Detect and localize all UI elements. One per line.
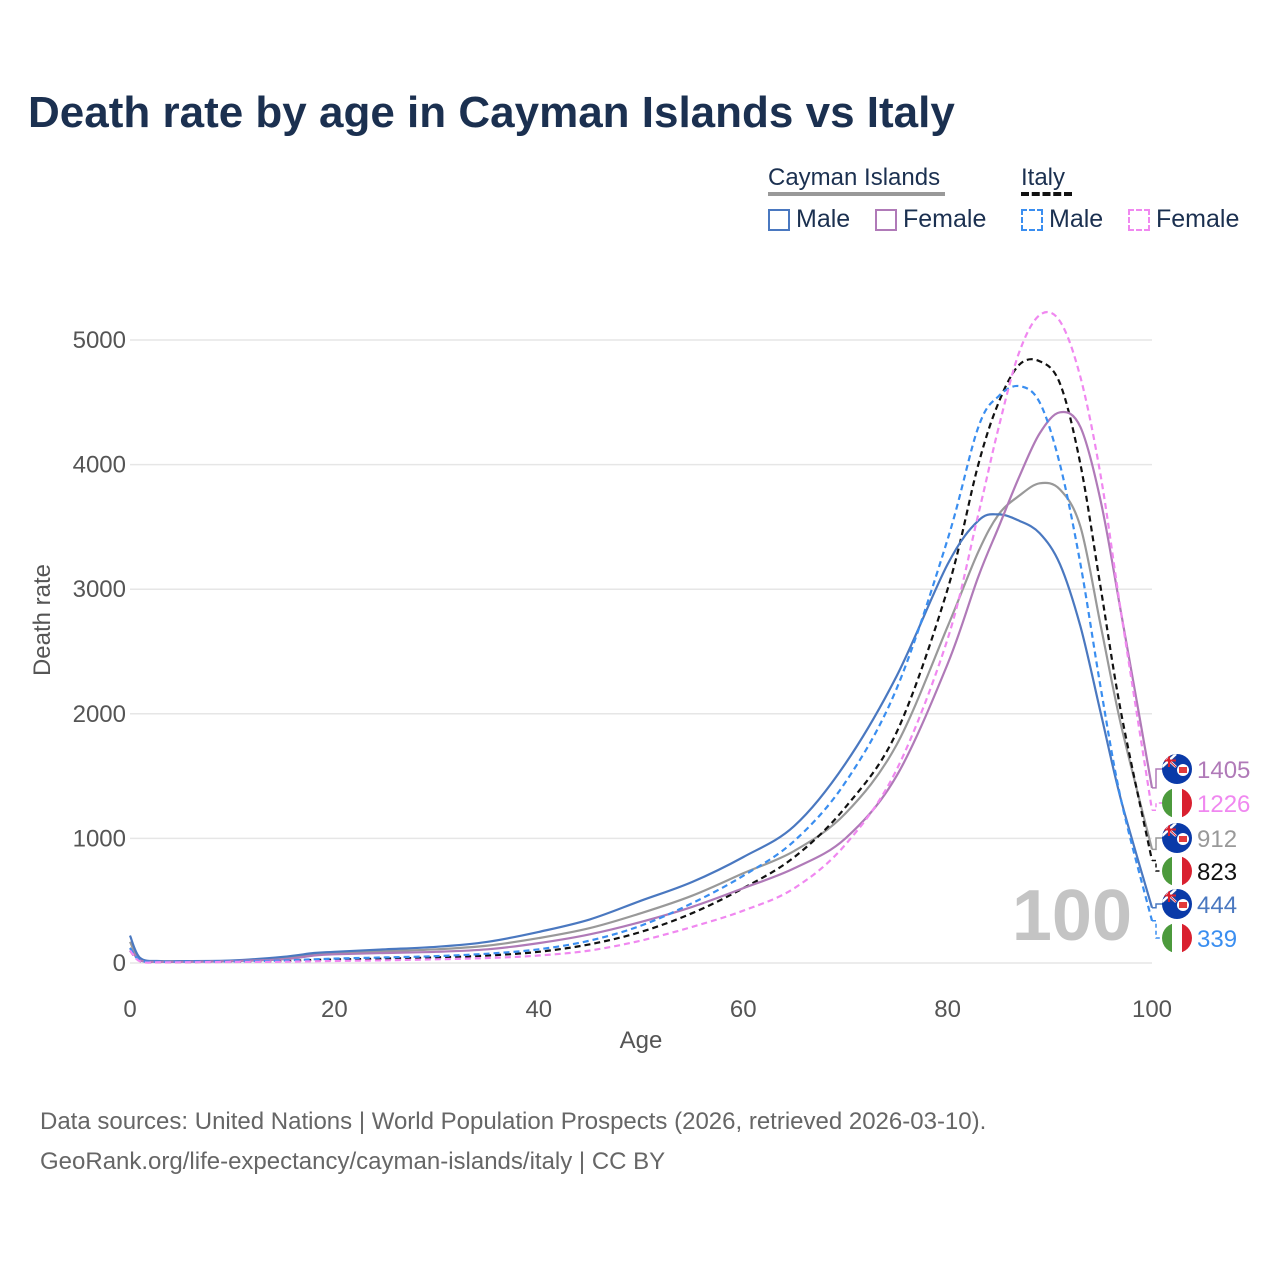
series-line-italy-total[interactable]	[129, 358, 1154, 964]
legend-label-cayman-female: Female	[903, 205, 987, 233]
y-tick-label: 3000	[73, 576, 126, 603]
end-label-connector	[1152, 903, 1164, 909]
chart-title: Death rate by age in Cayman Islands vs I…	[28, 88, 955, 137]
cayman-islands-flag-icon	[1162, 889, 1192, 919]
italy-flag-icon	[1162, 856, 1192, 886]
end-value-label: 444	[1197, 892, 1237, 919]
legend-group-cayman-underline	[768, 192, 945, 196]
x-tick-label: 0	[123, 996, 136, 1023]
source-line-1: Data sources: United Nations | World Pop…	[40, 1108, 987, 1135]
x-tick-label: 20	[321, 996, 348, 1023]
series-line-cayman-islands-female[interactable]	[129, 410, 1154, 964]
series-line-cayman-islands-total[interactable]	[129, 481, 1154, 963]
legend-label-cayman-male: Male	[796, 205, 851, 233]
legend-item-italy-male[interactable]: Male	[1021, 205, 1103, 234]
end-label-connector	[1152, 920, 1164, 939]
end-value-label: 1405	[1197, 757, 1250, 784]
y-tick-label: 5000	[73, 327, 126, 354]
legend-swatch-cayman-male	[768, 208, 790, 231]
legend-item-italy-female[interactable]: Female	[1128, 205, 1239, 234]
x-tick-label: 40	[525, 996, 552, 1023]
x-axis-title: Age	[620, 1027, 663, 1054]
end-value-label: 339	[1197, 926, 1237, 953]
legend-label-italy-male: Male	[1049, 205, 1104, 233]
y-tick-label: 2000	[73, 701, 126, 728]
y-tick-label: 1000	[73, 825, 126, 852]
legend-group-cayman-title[interactable]: Cayman Islands	[768, 164, 941, 191]
end-value-label: 823	[1197, 859, 1237, 886]
italy-flag-icon	[1162, 923, 1192, 953]
annotation-year: 100	[1012, 876, 1132, 956]
end-value-label: 912	[1197, 826, 1237, 853]
legend-label-italy-female: Female	[1156, 205, 1240, 233]
y-axis-title: Death rate	[29, 564, 56, 676]
series-line-italy-male[interactable]	[129, 384, 1154, 963]
series-line-italy-female[interactable]	[129, 310, 1154, 964]
end-label-connector	[1152, 802, 1164, 811]
legend-swatch-cayman-female	[875, 208, 897, 231]
x-tick-label: 100	[1132, 996, 1172, 1023]
source-line-2[interactable]: GeoRank.org/life-expectancy/cayman-islan…	[40, 1148, 666, 1175]
cayman-islands-flag-icon	[1162, 754, 1192, 784]
y-tick-label: 4000	[73, 452, 126, 479]
x-tick-label: 80	[934, 996, 961, 1023]
end-label-connector	[1152, 837, 1164, 851]
legend-group-italy-title[interactable]: Italy	[1021, 164, 1066, 191]
x-tick-label: 60	[730, 996, 757, 1023]
legend-swatch-italy-male	[1021, 208, 1043, 231]
end-label-connector	[1152, 859, 1164, 872]
legend-swatch-italy-female	[1128, 208, 1150, 231]
cayman-islands-flag-icon	[1162, 823, 1192, 853]
italy-flag-icon	[1162, 788, 1192, 818]
legend-group-italy-underline	[1021, 192, 1072, 196]
end-value-label: 1226	[1197, 791, 1250, 818]
y-tick-label: 0	[113, 950, 126, 977]
series-line-cayman-islands-male[interactable]	[128, 513, 1154, 963]
legend-item-cayman-male[interactable]: Male	[768, 205, 850, 234]
end-label-connector	[1152, 768, 1164, 789]
legend-item-cayman-female[interactable]: Female	[875, 205, 986, 234]
